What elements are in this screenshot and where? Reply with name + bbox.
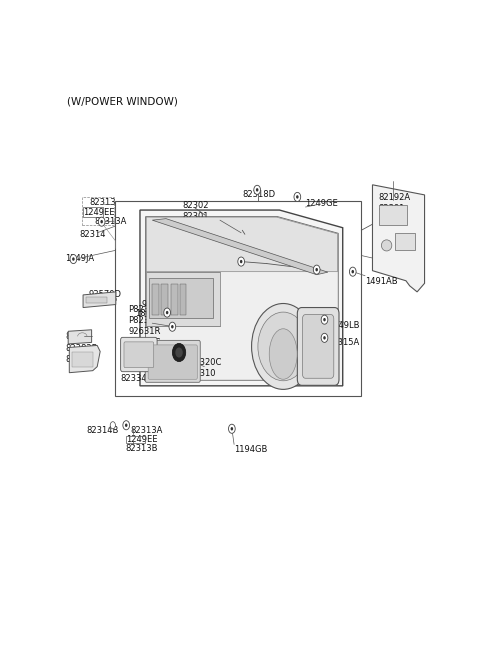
FancyBboxPatch shape xyxy=(120,337,157,372)
Circle shape xyxy=(230,427,233,430)
Circle shape xyxy=(323,318,326,321)
Text: 96320C
96310: 96320C 96310 xyxy=(190,358,222,378)
Text: 82314B: 82314B xyxy=(87,426,119,436)
Text: (W/POWER WINDOW): (W/POWER WINDOW) xyxy=(67,96,178,106)
Circle shape xyxy=(175,348,183,358)
Circle shape xyxy=(110,422,115,429)
Text: 93570D: 93570D xyxy=(89,291,121,299)
Bar xyxy=(152,284,159,315)
Circle shape xyxy=(228,424,235,434)
Circle shape xyxy=(70,255,77,264)
Text: 82192A
82391: 82192A 82391 xyxy=(378,193,410,213)
Polygon shape xyxy=(146,217,337,272)
Text: 1249EE: 1249EE xyxy=(126,436,158,444)
Circle shape xyxy=(254,185,261,194)
Text: 1249GE: 1249GE xyxy=(305,199,338,209)
Circle shape xyxy=(240,260,242,263)
Circle shape xyxy=(171,325,174,329)
Text: 82313B: 82313B xyxy=(125,445,157,453)
Circle shape xyxy=(294,192,300,201)
Circle shape xyxy=(98,217,105,226)
Text: 82344B
82334B: 82344B 82334B xyxy=(120,363,153,382)
Circle shape xyxy=(351,270,354,274)
Text: 82313A: 82313A xyxy=(130,426,162,436)
FancyBboxPatch shape xyxy=(145,340,200,382)
Bar xyxy=(379,205,407,225)
Bar xyxy=(161,284,168,315)
Circle shape xyxy=(238,257,244,266)
Polygon shape xyxy=(152,218,328,275)
Bar xyxy=(72,352,94,367)
Bar xyxy=(126,436,145,443)
Polygon shape xyxy=(146,272,220,326)
Text: P82317
P82318
92631R
92631C: P82317 P82318 92631R 92631C xyxy=(128,305,160,348)
Bar xyxy=(86,297,107,303)
Polygon shape xyxy=(68,330,92,344)
Text: 1249BD: 1249BD xyxy=(250,260,283,269)
Bar xyxy=(115,201,361,396)
Text: 81161A
81151A: 81161A 81151A xyxy=(239,224,271,244)
Circle shape xyxy=(321,333,328,342)
Polygon shape xyxy=(372,185,424,292)
Polygon shape xyxy=(69,346,100,373)
Text: 92635L: 92635L xyxy=(141,300,172,309)
Circle shape xyxy=(323,336,326,340)
Circle shape xyxy=(296,195,299,199)
Text: 84747: 84747 xyxy=(66,332,92,341)
Circle shape xyxy=(172,343,186,361)
Circle shape xyxy=(166,311,168,314)
Ellipse shape xyxy=(382,240,392,251)
Circle shape xyxy=(315,268,318,272)
Text: 82315A: 82315A xyxy=(328,338,360,347)
Text: 18643D: 18643D xyxy=(135,308,168,318)
Bar xyxy=(83,197,114,225)
Circle shape xyxy=(100,220,103,224)
Bar xyxy=(180,284,186,315)
Polygon shape xyxy=(145,216,338,380)
Circle shape xyxy=(123,420,130,430)
Text: 82313: 82313 xyxy=(90,199,116,207)
Polygon shape xyxy=(140,210,343,386)
Circle shape xyxy=(349,267,356,276)
Text: 1491AB: 1491AB xyxy=(365,277,397,286)
Circle shape xyxy=(313,265,320,274)
Text: 82314: 82314 xyxy=(80,230,106,239)
Text: 1249JA: 1249JA xyxy=(66,254,95,263)
Text: 82318D: 82318D xyxy=(242,190,276,199)
Bar xyxy=(84,207,103,217)
Text: 1194GB: 1194GB xyxy=(234,445,267,455)
Text: 1249EE: 1249EE xyxy=(84,208,115,217)
FancyBboxPatch shape xyxy=(148,345,197,379)
FancyBboxPatch shape xyxy=(124,342,154,367)
Circle shape xyxy=(256,188,258,192)
Bar xyxy=(149,277,213,318)
Circle shape xyxy=(258,312,309,380)
Circle shape xyxy=(169,322,176,331)
Circle shape xyxy=(72,257,75,261)
Text: 82302
82301: 82302 82301 xyxy=(183,201,209,221)
Polygon shape xyxy=(83,292,116,308)
Text: 1249LB: 1249LB xyxy=(328,321,360,330)
Text: 82313A: 82313A xyxy=(95,216,127,226)
Bar xyxy=(171,284,178,315)
Circle shape xyxy=(125,424,128,427)
FancyBboxPatch shape xyxy=(297,308,339,385)
Ellipse shape xyxy=(269,329,297,379)
Circle shape xyxy=(164,308,170,317)
Circle shape xyxy=(252,304,315,390)
Text: 82382B
82382A: 82382B 82382A xyxy=(66,344,98,364)
FancyBboxPatch shape xyxy=(302,315,334,379)
Bar xyxy=(395,233,415,251)
Circle shape xyxy=(321,315,328,324)
